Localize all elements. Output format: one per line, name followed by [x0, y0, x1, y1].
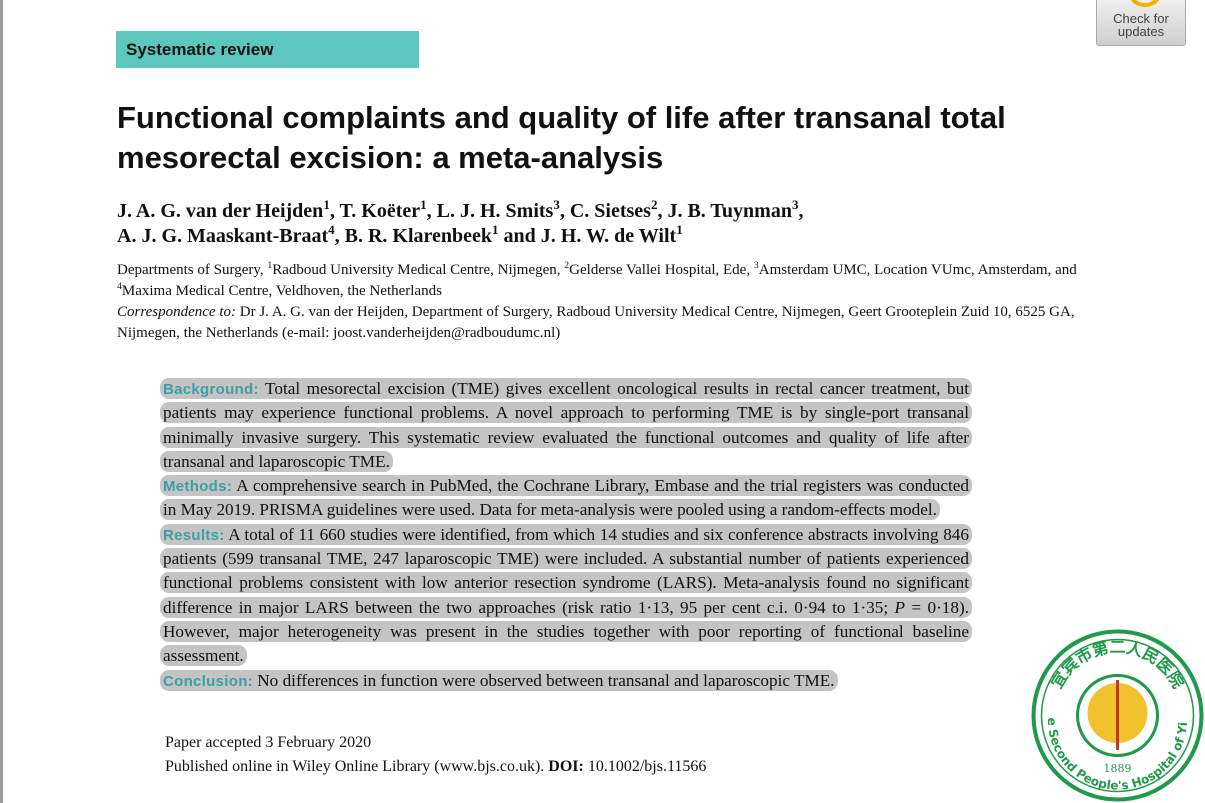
correspondence: Correspondence to: Dr J. A. G. van der H…	[117, 302, 1092, 344]
author-name: , J. B. Tuynman	[657, 200, 792, 222]
section-text: A total of 11 660 studies were identifie…	[163, 524, 969, 617]
affiliations: Departments of Surgery, 1Radboud Univers…	[117, 260, 1092, 344]
affiliation-text: Departments of Surgery,	[117, 262, 268, 278]
affiliation-number: 4	[117, 281, 122, 293]
doi-label: DOI:	[548, 758, 584, 775]
title: Functional complaints and quality of lif…	[117, 98, 1006, 178]
affiliation-number: 3	[753, 260, 759, 272]
author-affiliation: 1	[323, 197, 330, 213]
check-updates-button[interactable]: Check for updates	[1096, 0, 1186, 46]
abstract-section: Background: Total mesorectal excision (T…	[160, 377, 972, 474]
page-edge	[0, 0, 3, 803]
published-text: Published online in Wiley Online Library…	[165, 758, 549, 775]
author-name: and J. H. W. de Wilt	[498, 225, 677, 247]
article-type-badge: Systematic review	[116, 31, 419, 68]
affiliation-number: 1	[267, 260, 273, 272]
highlight: Results: A total of 11 660 studies were …	[160, 523, 972, 667]
correspondence-label: Correspondence to:	[117, 304, 237, 320]
highlight: Methods: A comprehensive search in PubMe…	[160, 475, 972, 521]
section-heading: Methods:	[163, 478, 233, 496]
authors: J. A. G. van der Heijden1, T. Koëter1, L…	[117, 197, 804, 249]
footer: Paper accepted 3 February 2020 Published…	[165, 731, 706, 779]
author-affiliation: 1	[420, 197, 427, 213]
accepted: Paper accepted 3 February 2020	[165, 734, 372, 751]
title-line: mesorectal excision: a meta-analysis	[117, 140, 664, 175]
published: Published online in Wiley Online Library…	[165, 755, 706, 779]
author-name: , C. Sietses	[559, 200, 651, 222]
author-affiliation: 1	[492, 222, 499, 238]
section-heading: Background:	[163, 381, 259, 398]
stamp-year: 1889	[1104, 762, 1132, 775]
highlight: Background: Total mesorectal excision (T…	[160, 378, 972, 472]
highlight: Conclusion: No differences in function w…	[160, 669, 838, 691]
author-name: J. A. G. van der Heijden	[117, 200, 324, 222]
abstract-section: Conclusion: No differences in function w…	[160, 669, 972, 693]
author-line: J. A. G. van der Heijden1, T. Koëter1, L…	[117, 197, 799, 222]
affiliation-text: Amsterdam UMC, Location VUmc, Amsterdam,…	[758, 262, 1077, 278]
author-affiliation: 2	[650, 197, 658, 213]
section-text: A comprehensive search in PubMed, the Co…	[163, 476, 969, 520]
doi: 10.1002/bjs.11566	[583, 758, 707, 775]
author-affiliation: 4	[328, 222, 335, 238]
author-affiliation: 1	[676, 222, 683, 238]
affiliation-text: Radboud University Medical Centre, Nijme…	[272, 262, 565, 278]
author-affiliation: 3	[791, 197, 799, 213]
title-line: Functional complaints and quality of lif…	[117, 100, 1006, 135]
affiliation-text: Gelderse Vallei Hospital, Ede,	[569, 262, 754, 278]
section-text: = 0·18). However, major heterogeneity wa…	[163, 597, 969, 666]
author-name: , T. Koëter	[329, 200, 421, 222]
section-text: P	[894, 597, 906, 617]
author-line: A. J. G. Maaskant-Braat4, B. R. Klarenbe…	[117, 222, 683, 247]
author-name: A. J. G. Maaskant-Braat	[117, 225, 329, 247]
section-heading: Conclusion:	[163, 672, 253, 690]
author-name: , B. R. Klarenbeek	[334, 225, 493, 247]
affiliation-number: 2	[564, 260, 570, 272]
author-name: , L. J. H. Smits	[426, 200, 554, 222]
affiliation-text: Departments of Surgery, 1Radboud Univers…	[117, 260, 1092, 302]
section-heading: Results:	[163, 526, 225, 544]
section-text: Total mesorectal excision (TME) gives ex…	[163, 379, 969, 471]
correspondence-text: Dr J. A. G. van der Heijden, Department …	[117, 304, 1075, 341]
affiliation-text: Maxima Medical Centre, Veldhoven, the Ne…	[121, 283, 442, 299]
abstract-section: Methods: A comprehensive search in PubMe…	[160, 474, 972, 523]
abstract: Background: Total mesorectal excision (T…	[160, 377, 972, 693]
stamp: 宜宾市第二人民医院 The Second People's Hospital o…	[1030, 628, 1204, 802]
punct: ,	[798, 200, 804, 222]
author-affiliation: 3	[553, 197, 560, 213]
abstract-section: Results: A total of 11 660 studies were …	[160, 523, 972, 669]
section-text: No differences in function were observed…	[252, 670, 835, 690]
